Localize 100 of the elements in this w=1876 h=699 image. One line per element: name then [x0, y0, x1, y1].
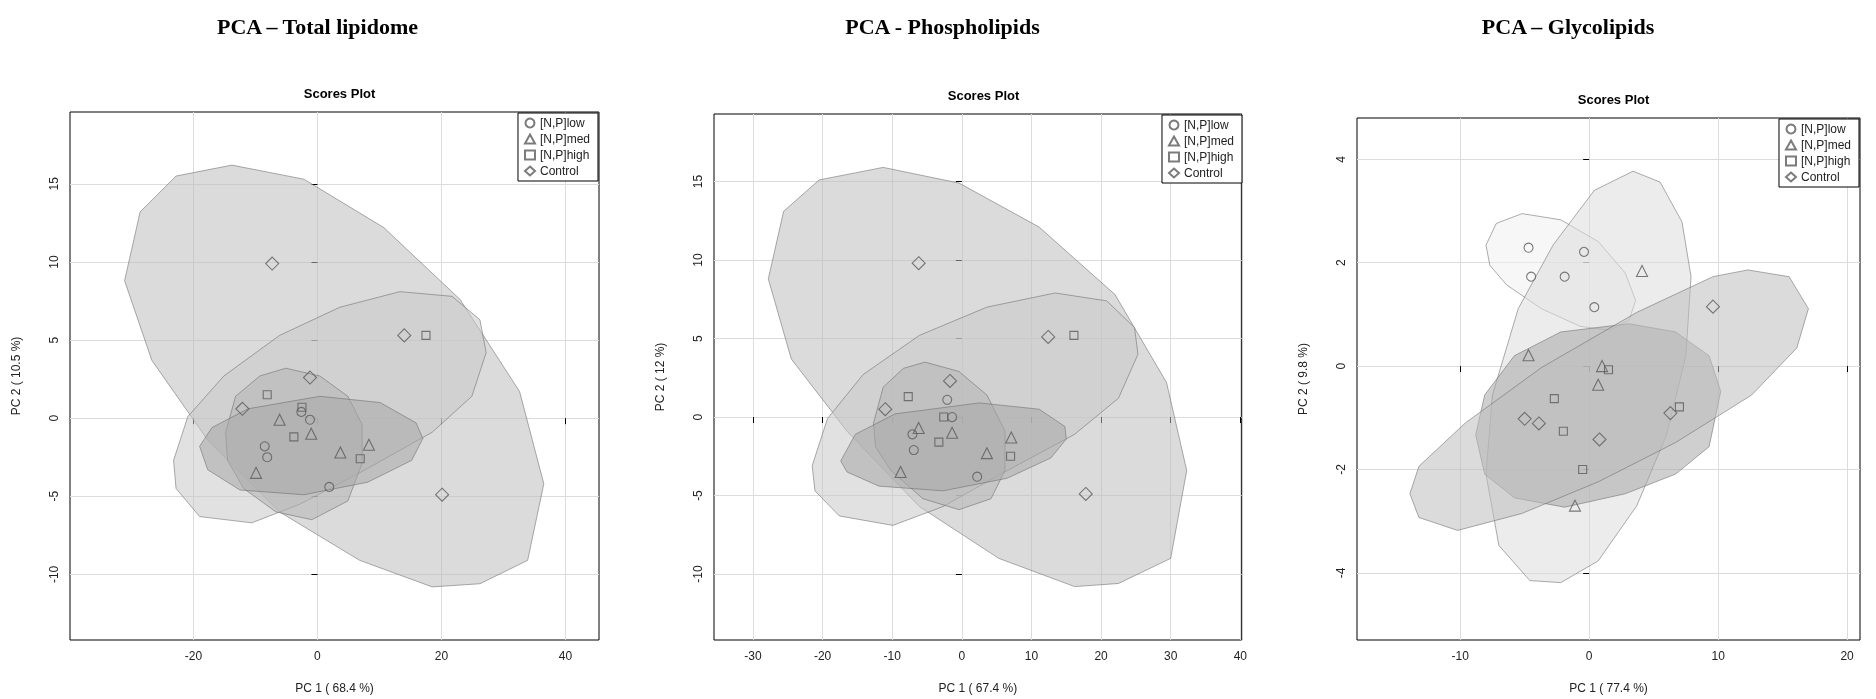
- x-axis-title: PC 1 ( 67.4 %): [938, 681, 1018, 695]
- legend-label: [N,P]high: [539, 148, 590, 162]
- legend-label: [N,P]med: [539, 132, 590, 146]
- y-tick-label: 0: [47, 414, 61, 422]
- point: [1589, 302, 1600, 313]
- point: [1522, 349, 1535, 362]
- point: [1674, 402, 1684, 412]
- point: [912, 421, 925, 435]
- chart-subtitle: Scores Plot: [947, 88, 1020, 103]
- legend-label: [N,P]low: [1800, 122, 1846, 136]
- y-tick-label: -10: [47, 565, 61, 584]
- y-tick-label: 15: [691, 174, 705, 189]
- y-tick-label: 15: [47, 176, 61, 191]
- x-tick-label: -30: [744, 649, 762, 663]
- point: [934, 437, 944, 447]
- point: [911, 256, 926, 271]
- x-tick-label: 20: [1094, 649, 1109, 663]
- point: [1578, 464, 1588, 474]
- point: [1705, 299, 1721, 314]
- legend-label: Control: [539, 164, 579, 178]
- chart-subtitle: Scores Plot: [1577, 92, 1650, 107]
- y-axis-title: PC 2 ( 9.8 %): [1296, 342, 1310, 416]
- legend-label: [N,P]low: [1183, 118, 1229, 132]
- y-tick-label: 2: [1334, 259, 1348, 267]
- point: [947, 411, 958, 423]
- point: [1568, 499, 1582, 512]
- point: [362, 438, 375, 451]
- legend-label: [N,P]high: [1183, 150, 1234, 164]
- point: [1517, 411, 1532, 426]
- y-tick-label: 10: [47, 254, 61, 269]
- chart-title: PCA - Phospholipids: [845, 13, 1041, 39]
- point: [397, 328, 412, 343]
- x-tick-label: 20: [434, 649, 449, 663]
- y-tick-label: 5: [691, 334, 705, 342]
- point: [250, 466, 263, 479]
- point: [1549, 394, 1559, 404]
- y-axis-title: PC 2 ( 10.5 %): [9, 336, 23, 416]
- x-tick-label: 10: [1711, 649, 1726, 663]
- x-tick-label: 0: [958, 649, 966, 663]
- x-tick-label: 10: [1024, 649, 1039, 663]
- point: [942, 394, 953, 405]
- point: [972, 471, 983, 482]
- x-tick-label: 30: [1164, 649, 1178, 663]
- y-tick-label: -10: [691, 565, 705, 583]
- point: [1596, 360, 1609, 373]
- y-tick-label: 10: [691, 253, 705, 267]
- point: [421, 330, 431, 340]
- point: [273, 413, 286, 426]
- x-tick-label: 0: [1585, 649, 1593, 663]
- point: [435, 487, 450, 502]
- point: [1523, 242, 1534, 253]
- point: [1635, 264, 1649, 278]
- y-tick-label: -5: [691, 489, 705, 501]
- y-tick-label: 0: [691, 413, 705, 421]
- point: [942, 373, 958, 388]
- x-tick-label: 0: [314, 649, 322, 663]
- x-tick-label: 40: [558, 649, 573, 663]
- point: [1558, 426, 1568, 436]
- point: [262, 452, 273, 463]
- point: [302, 370, 318, 385]
- legend-label: [N,P]med: [1183, 134, 1234, 148]
- point: [304, 414, 316, 425]
- point: [1005, 431, 1018, 444]
- point: [1078, 486, 1093, 502]
- chart-subtitle: Scores Plot: [303, 86, 376, 101]
- point: [878, 402, 893, 417]
- legend-label: [N,P]med: [1800, 138, 1851, 152]
- x-axis-title: PC 1 ( 77.4 %): [1569, 681, 1648, 695]
- point: [305, 427, 318, 440]
- chart-title: PCA – Glycolipids: [1481, 13, 1655, 39]
- y-tick-label: -5: [47, 490, 61, 502]
- point: [235, 401, 250, 416]
- point: [1006, 451, 1016, 461]
- point: [894, 465, 907, 479]
- point: [262, 390, 272, 400]
- point: [334, 446, 347, 459]
- legend-label: Control: [1800, 170, 1840, 184]
- point: [939, 412, 949, 422]
- y-tick-label: 4: [1334, 155, 1348, 163]
- point: [1069, 330, 1079, 340]
- point: [289, 432, 299, 442]
- point: [1531, 416, 1546, 431]
- x-tick-label: 40: [1233, 649, 1248, 663]
- legend-label: [N,P]low: [539, 116, 585, 130]
- point: [1603, 365, 1614, 375]
- point: [908, 444, 919, 456]
- point: [1526, 271, 1537, 282]
- x-axis-title: PC 1 ( 68.4 %): [295, 681, 374, 695]
- point: [1041, 329, 1056, 345]
- chart-title: PCA – Total lipidome: [216, 13, 419, 39]
- legend-label: [N,P]high: [1800, 154, 1851, 168]
- point: [259, 441, 270, 452]
- point: [1663, 406, 1678, 421]
- y-tick-label: -4: [1334, 567, 1348, 579]
- point: [355, 454, 365, 464]
- y-axis-title: PC 2 ( 12 %): [653, 342, 667, 412]
- x-tick-label: 20: [1840, 649, 1855, 663]
- point: [324, 481, 335, 492]
- legend-label: Control: [1183, 166, 1223, 180]
- point: [980, 447, 993, 460]
